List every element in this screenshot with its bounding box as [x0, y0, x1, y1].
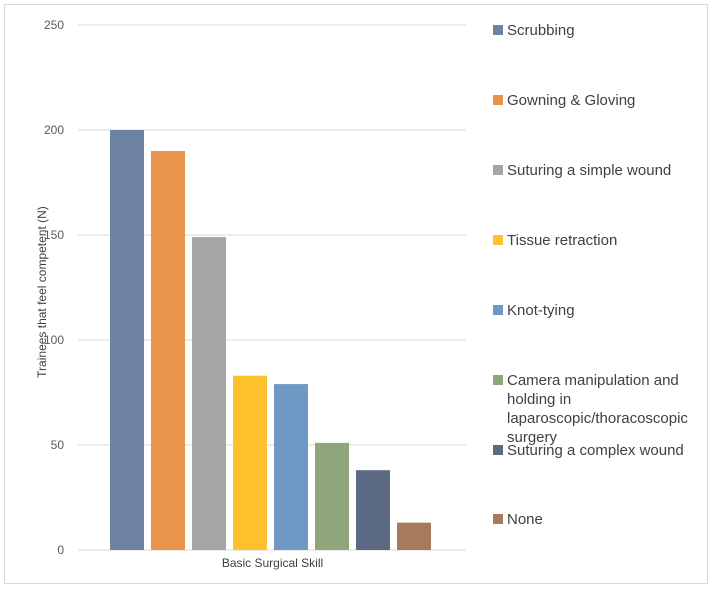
bar-tissue-retraction: [233, 375, 267, 550]
legend-label: None: [507, 511, 543, 528]
bar-knot-tying: [274, 384, 308, 550]
y-tick-label: 200: [44, 123, 64, 137]
legend-item: Gowning & Gloving: [493, 91, 707, 110]
legend-label: Scrubbing: [507, 22, 575, 39]
legend-item: Knot-tying: [493, 301, 707, 320]
legend-label: Camera manipulation and holding in lapar…: [507, 372, 688, 446]
chart-frame: [4, 4, 708, 584]
bar-suturing-a-complex-wound: [356, 470, 390, 550]
legend-item: Suturing a simple wound: [493, 161, 707, 180]
legend-swatch: [493, 25, 503, 35]
y-tick-label: 50: [51, 438, 65, 452]
y-tick-label: 0: [57, 543, 64, 557]
y-axis-label: Trainees that feel competent (N): [35, 206, 49, 378]
legend-swatch: [493, 375, 503, 385]
legend-swatch: [493, 305, 503, 315]
legend-item: Camera manipulation and holding in lapar…: [493, 371, 707, 447]
legend-label: Suturing a complex wound: [507, 442, 684, 459]
y-tick-label: 100: [44, 333, 64, 347]
legend-label: Gowning & Gloving: [507, 92, 636, 109]
bar-gowning-gloving: [151, 151, 185, 550]
legend-swatch: [493, 95, 503, 105]
y-tick-label: 150: [44, 228, 64, 242]
bar-none: [397, 522, 431, 550]
bar-camera-manipulation-and-holding-in-laparoscopic-thoracoscopic-surgery: [315, 442, 349, 550]
legend-item: Scrubbing: [493, 21, 707, 40]
legend-swatch: [493, 235, 503, 245]
x-axis-label: Basic Surgical Skill: [221, 556, 324, 570]
legend-item: Tissue retraction: [493, 231, 707, 250]
legend-swatch: [493, 165, 503, 175]
bar-scrubbing: [110, 130, 144, 550]
legend-swatch: [493, 514, 503, 524]
legend-label: Knot-tying: [507, 302, 575, 319]
legend-item: Suturing a complex wound: [493, 441, 707, 460]
legend-label: Tissue retraction: [507, 232, 618, 249]
legend-item: None: [493, 510, 707, 529]
y-tick-label: 250: [44, 18, 64, 32]
legend-swatch: [493, 445, 503, 455]
legend-label: Suturing a simple wound: [507, 162, 672, 179]
bar-suturing-a-simple-wound: [192, 237, 226, 550]
